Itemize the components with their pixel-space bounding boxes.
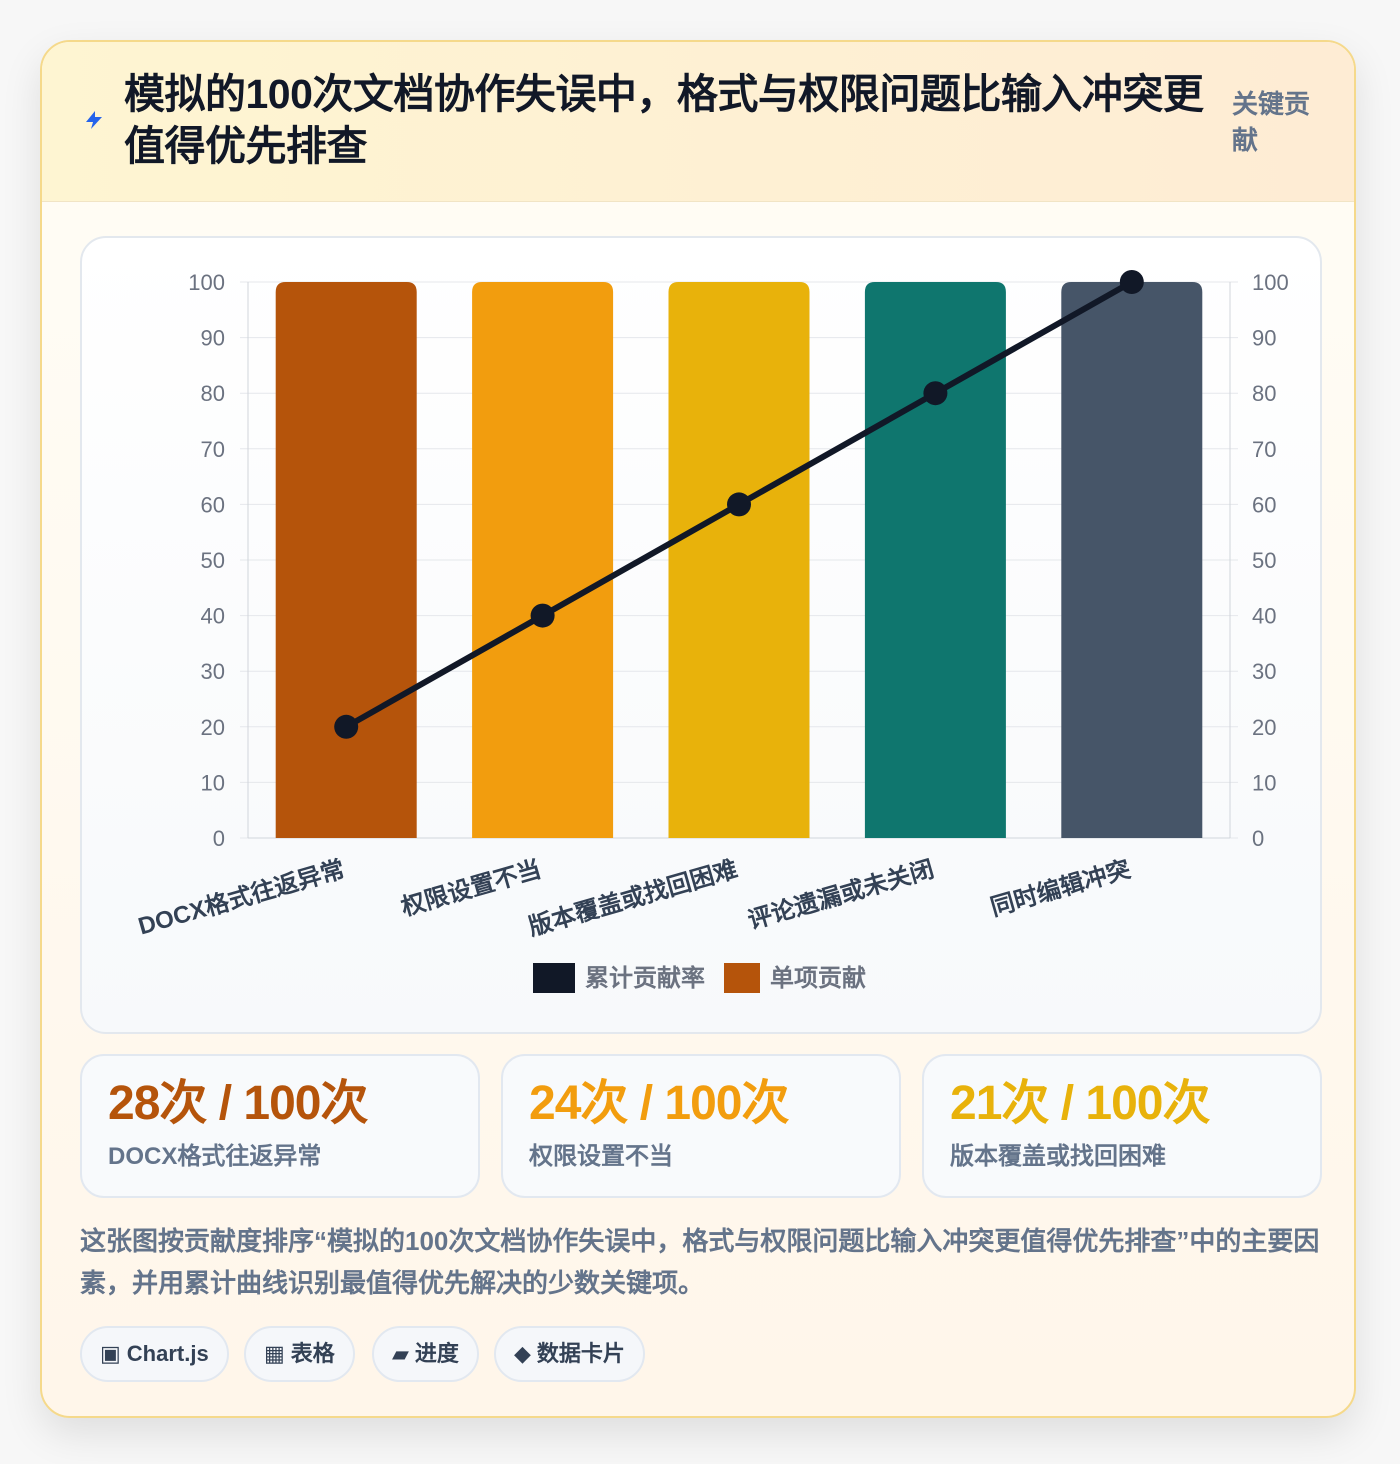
stat-value: 21次 / 100次	[950, 1077, 1210, 1130]
lightning-icon	[86, 111, 102, 129]
x-tick-label: 同时编辑冲突	[987, 855, 1133, 922]
bar	[472, 282, 614, 838]
y2-tick-label: 60	[1252, 492, 1276, 517]
stat-card-2: 24次 / 100次 权限设置不当	[501, 1054, 901, 1198]
legend-label: 单项贡献	[770, 965, 866, 992]
tag-pill-datacard[interactable]: ◆ 数据卡片	[494, 1326, 645, 1382]
y-tick-label: 90	[201, 326, 225, 351]
y2-tick-label: 0	[1252, 826, 1264, 851]
stat-value: 28次 / 100次	[108, 1077, 368, 1130]
y-tick-label: 70	[201, 437, 225, 462]
y-tick-label: 0	[213, 826, 225, 851]
x-tick-label: 评论遗漏或未关闭	[745, 855, 937, 935]
y2-tick-label: 30	[1252, 659, 1276, 684]
y-tick-label: 10	[201, 770, 225, 795]
report-card: 模拟的100次文档协作失误中，格式与权限问题比输入冲突更值得优先排查 关键贡献 …	[40, 40, 1356, 1418]
x-tick-label: DOCX格式往返异常	[135, 855, 348, 941]
tag-pill-progress[interactable]: ▰ 进度	[372, 1326, 479, 1382]
stat-label: 权限设置不当	[529, 1143, 673, 1170]
table-icon: ▦	[264, 1341, 285, 1366]
bar	[1061, 282, 1203, 838]
stat-card-1: 28次 / 100次 DOCX格式往返异常	[80, 1054, 480, 1198]
y2-tick-label: 70	[1252, 437, 1276, 462]
line-point	[923, 381, 948, 406]
y-tick-label: 20	[201, 715, 225, 740]
y-tick-label: 100	[188, 270, 225, 295]
pill-label: 进度	[414, 1341, 459, 1366]
bar	[275, 282, 417, 838]
y2-tick-label: 40	[1252, 604, 1276, 629]
tag-pill-chartjs[interactable]: ▣ Chart.js	[80, 1326, 229, 1382]
bar	[668, 282, 810, 838]
progress-icon: ▰	[392, 1341, 409, 1366]
pill-label: 表格	[290, 1341, 335, 1366]
bar	[864, 282, 1006, 838]
line-point	[1119, 270, 1144, 294]
x-tick-label: 权限设置不当	[397, 856, 544, 922]
pareto-chart: 0 0 10 10 20 20 30 30 40 40 50 50 60 60 70 70 80 80 90 90 10…	[135, 270, 1289, 993]
legend-label: 累计贡献率	[585, 964, 705, 992]
diamond-icon: ◆	[514, 1341, 531, 1366]
y-tick-label: 60	[201, 492, 225, 517]
chart-description: 这张图按贡献度排序“模拟的100次文档协作失误中，格式与权限问题比输入冲突更值得…	[80, 1226, 1320, 1298]
y-tick-label: 30	[201, 659, 225, 684]
page-title: 模拟的100次文档协作失误中，格式与权限问题比输入冲突更值得优先排查	[124, 71, 1204, 169]
y2-tick-label: 20	[1252, 715, 1276, 740]
line-point	[530, 603, 555, 628]
stat-card-3: 21次 / 100次 版本覆盖或找回困难	[922, 1054, 1322, 1198]
line-point	[727, 492, 751, 517]
tag-pill-table[interactable]: ▦ 表格	[244, 1326, 355, 1382]
pill-label: 数据卡片	[536, 1341, 625, 1366]
y2-tick-label: 90	[1252, 326, 1276, 351]
legend-swatch	[724, 963, 760, 993]
y2-tick-label: 100	[1252, 270, 1289, 295]
header-tag: 关键贡献	[1232, 89, 1311, 155]
stat-value: 24次 / 100次	[529, 1077, 789, 1130]
y2-tick-label: 10	[1252, 770, 1276, 795]
pill-label: Chart.js	[126, 1341, 209, 1366]
x-tick-label: 版本覆盖或找回困难	[525, 855, 740, 941]
line-point	[334, 714, 359, 739]
chart-icon: ▣	[100, 1341, 121, 1366]
stat-label: DOCX格式往返异常	[108, 1143, 322, 1170]
y-tick-label: 40	[201, 604, 225, 629]
stat-label: 版本覆盖或找回困难	[950, 1143, 1166, 1170]
y2-tick-label: 80	[1252, 381, 1276, 406]
chart-panel: 0 0 10 10 20 20 30 30 40 40 50 50 60 60 70 70 80 80 90 90 10…	[80, 236, 1322, 1034]
legend-swatch	[533, 963, 575, 993]
y2-tick-label: 50	[1252, 548, 1276, 573]
y-tick-label: 80	[201, 381, 225, 406]
card-header: 模拟的100次文档协作失误中，格式与权限问题比输入冲突更值得优先排查 关键贡献	[42, 42, 1354, 202]
y-tick-label: 50	[201, 548, 225, 573]
